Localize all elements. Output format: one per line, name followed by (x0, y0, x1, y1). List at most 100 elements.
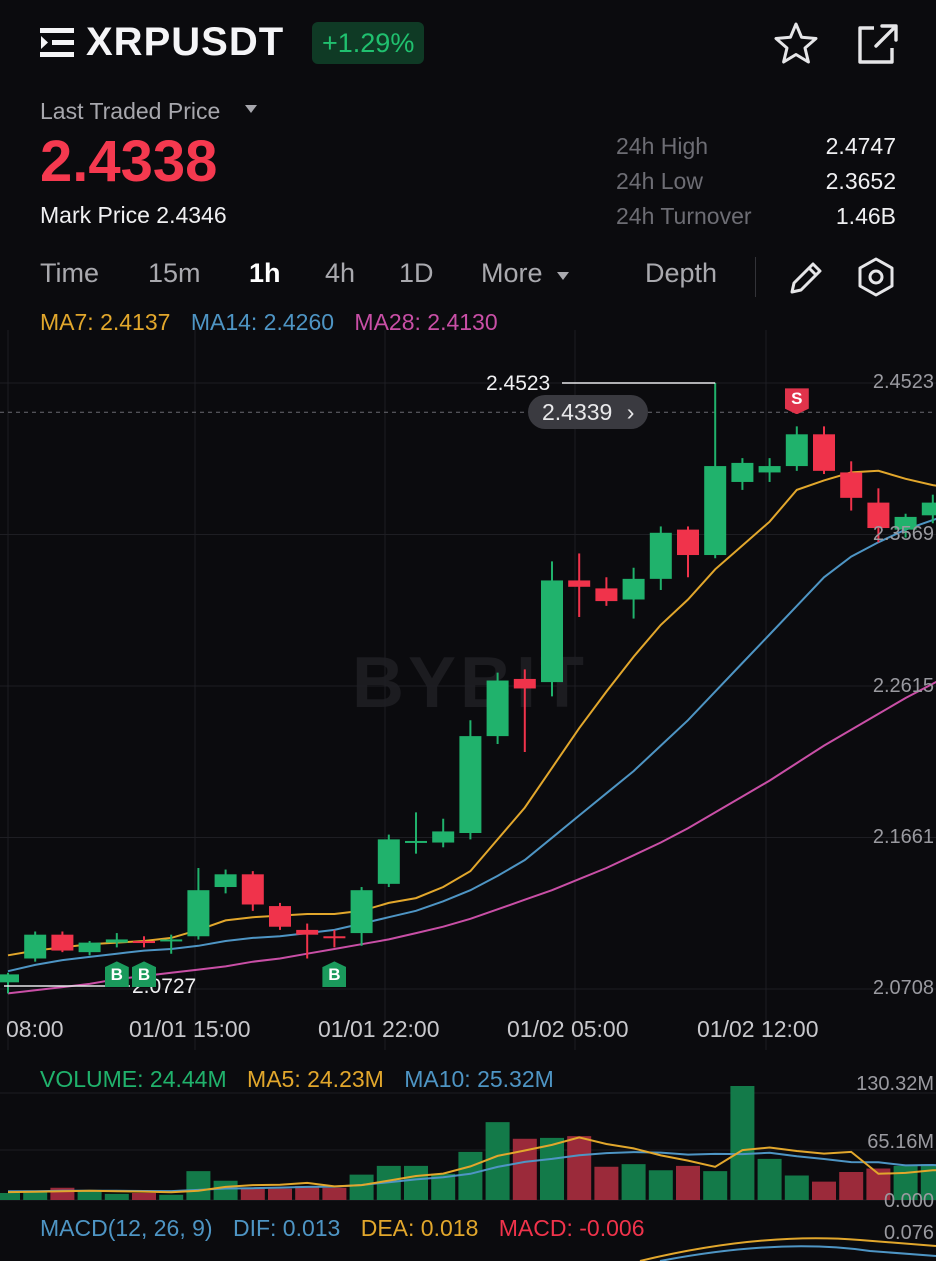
ma28-legend: MA28: 2.4130 (354, 309, 498, 335)
symbol-title[interactable]: XRPUSDT (86, 20, 285, 64)
volume-ma10: MA10: 25.32M (404, 1066, 554, 1092)
tab-1h[interactable]: 1h (249, 258, 281, 288)
current-price-pill[interactable]: 2.4339 › (528, 395, 649, 429)
y-tick-label: 2.4523 (872, 371, 934, 393)
y-tick-label: 2.0708 (872, 977, 934, 999)
candle-body (269, 906, 291, 927)
change-badge: +1.29% (312, 22, 425, 64)
candle-body (133, 941, 155, 944)
candle-body (486, 680, 509, 737)
candle-body (105, 939, 128, 943)
candle-body (622, 578, 645, 600)
candle-body (377, 839, 400, 884)
candle-body (51, 934, 74, 951)
share-icon[interactable] (852, 20, 900, 68)
candle-body (214, 874, 237, 888)
volume-bar (0, 1193, 20, 1200)
buy-signal-marker[interactable]: B (132, 961, 156, 988)
volume-bar (186, 1171, 211, 1200)
stat-high-value: 2.4747 (825, 133, 896, 159)
candle-body (432, 831, 455, 843)
volume-bar (404, 1165, 428, 1200)
candle-body (187, 890, 210, 937)
candle-body (541, 580, 563, 683)
tab-1d[interactable]: 1D (399, 258, 434, 288)
candle-body (459, 736, 482, 834)
stat-low-value: 2.3652 (825, 168, 896, 194)
macd-dea: DEA: 0.018 (360, 1215, 479, 1241)
volume-bar (349, 1174, 374, 1200)
ma14-legend: MA14: 2.4260 (190, 309, 335, 335)
x-tick-label: 08:00 (6, 1016, 64, 1042)
candle-body (677, 529, 699, 556)
volume-ma5-line (7, 1136, 936, 1194)
volume-legend: VOLUME: 24.44M MA5: 24.23M MA10: 25.32M (40, 1066, 568, 1093)
candle-body (758, 466, 781, 473)
macd-dea-line (639, 1237, 936, 1261)
stat-turnover-label: 24h Turnover (616, 203, 752, 229)
volume-y-tick: 65.16M (867, 1131, 934, 1153)
macd-dif-line (659, 1245, 936, 1261)
tab-4h[interactable]: 4h (325, 258, 356, 288)
x-tick-label: 01/01 15:00 (129, 1016, 251, 1042)
volume-ma10-line (8, 1151, 936, 1193)
candle-body (0, 974, 19, 983)
caret-down-icon[interactable] (557, 272, 569, 281)
tab-depth[interactable]: Depth (645, 258, 718, 288)
candle-body (350, 890, 373, 934)
caret-down-icon[interactable] (244, 104, 258, 114)
volume-bar (757, 1158, 782, 1200)
buy-signal-marker[interactable]: B (322, 961, 347, 988)
volume-bar (50, 1187, 75, 1200)
macd-value: MACD: -0.006 (498, 1215, 645, 1241)
mark-price-label: Mark Price (40, 202, 150, 228)
candle-body (160, 939, 183, 942)
sell-signal-marker[interactable]: S (784, 388, 809, 415)
candle-body (894, 516, 917, 530)
volume-bar (77, 1191, 102, 1200)
x-tick-label: 01/02 05:00 (507, 1016, 629, 1042)
volume-bar (132, 1193, 156, 1200)
candle-body (840, 472, 863, 498)
macd-legend: MACD(12, 26, 9) DIF: 0.013 DEA: 0.018 MA… (40, 1215, 658, 1242)
candle-body (704, 466, 727, 556)
volume-y-tick: 130.32M (856, 1073, 934, 1095)
menu-icon[interactable] (40, 26, 76, 60)
volume-bar (159, 1194, 184, 1200)
mark-price-value: 2.4346 (156, 202, 227, 228)
candle-body (323, 936, 346, 939)
volume-bar (567, 1136, 592, 1200)
high-price-label: 2.4523 (486, 372, 551, 395)
settings-icon[interactable] (856, 256, 896, 298)
ma28-line (7, 680, 936, 995)
last-traded-label[interactable]: Last Traded Price (40, 98, 221, 124)
candle-body (568, 580, 591, 587)
tab-more[interactable]: More (481, 258, 543, 288)
volume-bar (703, 1171, 728, 1200)
candle-body (405, 840, 427, 843)
mark-price-row: Mark Price 2.4346 (40, 202, 227, 229)
candle-body (785, 434, 808, 467)
tab-time[interactable]: Time (40, 258, 99, 288)
ma7-line (7, 469, 936, 957)
pencil-icon[interactable] (786, 258, 826, 298)
volume-bar (104, 1193, 129, 1200)
buy-signal-marker[interactable]: B (104, 961, 129, 988)
tab-15m[interactable]: 15m (148, 258, 201, 288)
volume-bar (540, 1137, 564, 1200)
last-price: 2.4338 (40, 129, 218, 194)
star-icon[interactable] (772, 20, 820, 68)
candle-body (78, 942, 101, 953)
volume-bar (839, 1172, 864, 1200)
volume-bar (730, 1086, 755, 1200)
volume-bar (295, 1186, 320, 1200)
volume-bar (213, 1180, 238, 1200)
volume-bar (784, 1175, 809, 1200)
x-tick-label: 01/01 22:00 (318, 1016, 440, 1042)
stat-turnover-value: 1.46B (835, 203, 896, 229)
candle-body (921, 502, 936, 516)
candle-body (649, 532, 672, 579)
price-chart[interactable] (0, 330, 936, 1261)
macd-params: MACD(12, 26, 9) (40, 1215, 213, 1241)
volume-bar (458, 1151, 483, 1200)
